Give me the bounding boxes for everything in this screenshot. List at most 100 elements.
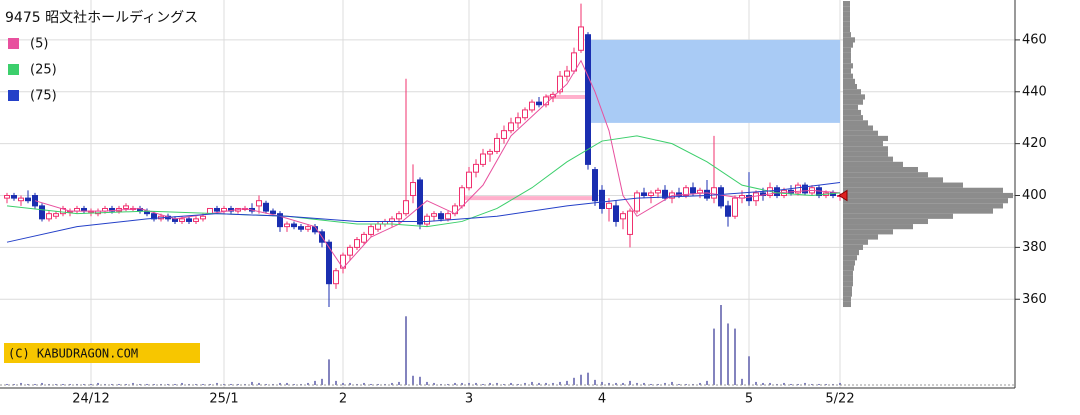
volume-bar [174, 383, 176, 385]
candle-body [676, 192, 682, 197]
volume-bar [188, 383, 190, 385]
volume-profile-bar [843, 37, 855, 43]
volume-bar [566, 380, 568, 385]
volume-bar [153, 383, 155, 385]
candle-body [277, 213, 283, 228]
volume-profile-bar [843, 94, 865, 100]
volume-bar [111, 383, 113, 385]
candle-body [606, 202, 612, 209]
candle-body [333, 270, 339, 285]
volume-bar [104, 383, 106, 385]
volume-profile-bar [843, 109, 861, 116]
volume-bar [748, 356, 750, 385]
candle-body [774, 187, 780, 197]
candle-body [46, 213, 52, 220]
volume-bar [34, 383, 36, 385]
volume-bar [125, 383, 127, 385]
candle-body [109, 207, 115, 212]
last-price-marker [838, 189, 848, 202]
volume-bar [293, 383, 295, 385]
volume-bar [650, 383, 652, 385]
candle-body [396, 213, 402, 220]
candle-body [438, 213, 444, 220]
volume-profile-bar [843, 68, 851, 74]
volume-bar [195, 383, 197, 385]
volume-bar [517, 383, 519, 385]
volume-profile-bar [843, 291, 852, 297]
copyright: (C) KABUDRAGON.COM [8, 347, 138, 361]
y-tick-label: 360 [1022, 292, 1047, 307]
legend-swatch [8, 38, 19, 49]
volume-bar [454, 382, 456, 385]
volume-bar [608, 382, 610, 385]
candle-body [256, 200, 262, 207]
volume-bar [734, 328, 736, 385]
volume-profile-bar [843, 156, 893, 162]
candle-body [368, 226, 374, 235]
volume-bar [258, 382, 260, 385]
volume-bar [69, 383, 71, 385]
volume-bar [496, 382, 498, 385]
volume-profile-bar [843, 99, 863, 105]
legend-swatch [8, 90, 19, 101]
volume-bar [727, 323, 729, 385]
volume-profile-bar [843, 130, 878, 136]
volume-bar [580, 374, 582, 385]
volume-bar [230, 383, 232, 385]
candle-body [151, 213, 157, 220]
volume-bar [181, 382, 183, 385]
volume-bar [629, 380, 631, 385]
volume-bar [13, 383, 15, 385]
copyright-bg [4, 343, 200, 363]
marks-layer [4, 1, 1013, 385]
x-tick-label: 4 [598, 392, 606, 407]
candle-body [732, 197, 738, 217]
volume-bar [720, 305, 722, 385]
candle-body [186, 218, 192, 222]
volume-profile-bar [843, 244, 863, 250]
volume-profile-bar [843, 78, 855, 84]
volume-bar [447, 383, 449, 385]
candle-body [718, 187, 724, 207]
volume-bar [335, 380, 337, 385]
volume-bar [622, 382, 624, 385]
candle-body [501, 130, 507, 139]
volume-bar [769, 382, 771, 385]
volume-bar [363, 382, 365, 385]
candle-body [214, 207, 220, 212]
candle-body [480, 153, 486, 165]
volume-profile-bar [843, 203, 1003, 209]
volume-bar [790, 383, 792, 385]
candle-body [193, 218, 199, 222]
volume-profile-bar [843, 21, 850, 27]
volume-bar [685, 383, 687, 385]
volume-bar [321, 378, 323, 385]
volume-bar [643, 382, 645, 385]
candle-body [417, 179, 423, 225]
volume-bar [349, 382, 351, 385]
candle-body [536, 101, 542, 106]
volume-bar [377, 383, 379, 385]
volume-profile-bar [843, 224, 913, 230]
y-tick-label: 380 [1022, 240, 1047, 255]
x-tick-label: 25/1 [209, 392, 238, 407]
candle-body [802, 184, 808, 194]
volume-profile-bar [843, 301, 851, 308]
candle-body [375, 223, 381, 230]
volume-bar [202, 383, 204, 385]
volume-bar [762, 382, 764, 385]
volume-profile-bar [843, 1, 850, 7]
candle-body [410, 182, 416, 197]
candle-body [592, 169, 598, 202]
volume-profile-bar [843, 172, 928, 178]
volume-profile-bar [843, 6, 850, 12]
candle-body [613, 205, 619, 222]
legend-label: (5) [30, 37, 48, 52]
moving-average-line [6, 182, 841, 243]
candle-body [487, 150, 493, 155]
volume-bar [692, 383, 694, 385]
volume-profile-bar [843, 281, 853, 287]
volume-profile-bar [843, 26, 850, 33]
candle-body [634, 192, 640, 212]
candle-body [347, 246, 353, 256]
